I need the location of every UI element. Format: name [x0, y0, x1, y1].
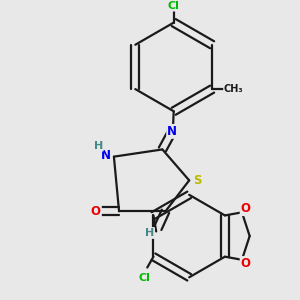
- Text: Cl: Cl: [168, 1, 180, 10]
- Text: N: N: [101, 148, 111, 162]
- Text: O: O: [241, 202, 250, 215]
- Text: H: H: [94, 141, 103, 151]
- Text: N: N: [167, 125, 177, 138]
- Text: CH₃: CH₃: [224, 84, 244, 94]
- Text: S: S: [194, 174, 202, 187]
- Text: O: O: [91, 205, 101, 218]
- Text: Cl: Cl: [138, 273, 150, 283]
- Text: O: O: [241, 257, 250, 270]
- Text: H: H: [145, 228, 154, 238]
